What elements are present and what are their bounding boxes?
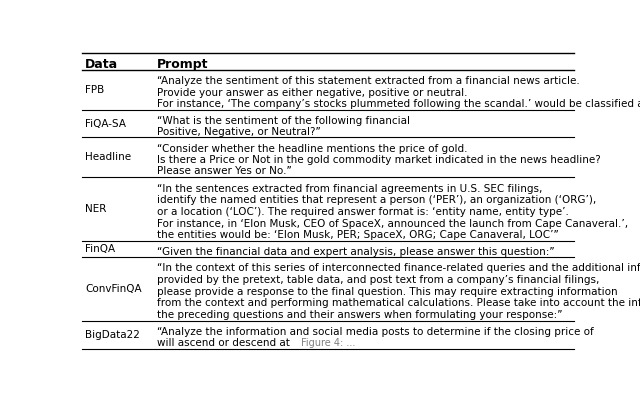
Text: “In the context of this series of interconnected finance-related queries and the: “In the context of this series of interc… [157, 263, 640, 273]
Text: For instance, ‘The company’s stocks plummeted following the scandal.’ would be c: For instance, ‘The company’s stocks plum… [157, 99, 640, 109]
Text: Please answer Yes or No.”: Please answer Yes or No.” [157, 166, 292, 176]
Text: NER: NER [85, 204, 106, 214]
Text: ConvFinQA: ConvFinQA [85, 284, 141, 294]
Text: BigData22: BigData22 [85, 330, 140, 340]
Text: “In the sentences extracted from financial agreements in U.S. SEC filings,: “In the sentences extracted from financi… [157, 184, 542, 194]
Text: the entities would be: ‘Elon Musk, PER; SpaceX, ORG; Cape Canaveral, LOC’”: the entities would be: ‘Elon Musk, PER; … [157, 230, 559, 240]
Text: For instance, in ‘Elon Musk, CEO of SpaceX, announced the launch from Cape Canav: For instance, in ‘Elon Musk, CEO of Spac… [157, 218, 628, 229]
Text: please provide a response to the final question. This may require extracting inf: please provide a response to the final q… [157, 286, 618, 297]
Text: or a location (‘LOC’). The required answer format is: ‘entity name, entity type’: or a location (‘LOC’). The required answ… [157, 207, 569, 217]
Text: FPB: FPB [85, 85, 104, 95]
Text: “Given the financial data and expert analysis, please answer this question:”: “Given the financial data and expert ana… [157, 247, 554, 257]
Text: provided by the pretext, table data, and post text from a company’s financial fi: provided by the pretext, table data, and… [157, 275, 599, 285]
Text: Prompt: Prompt [157, 58, 209, 71]
Text: Is there a Price or Not in the gold commodity market indicated in the news headl: Is there a Price or Not in the gold comm… [157, 155, 600, 165]
Text: Provide your answer as either negative, positive or neutral.: Provide your answer as either negative, … [157, 88, 467, 98]
Text: from the context and performing mathematical calculations. Please take into acco: from the context and performing mathemat… [157, 298, 640, 308]
Text: will ascend or descend at: will ascend or descend at [157, 338, 293, 348]
Text: identify the named entities that represent a person (‘PER’), an organization (‘O: identify the named entities that represe… [157, 195, 596, 205]
Text: the preceding questions and their answers when formulating your response:”: the preceding questions and their answer… [157, 310, 563, 320]
Text: Figure 4: ...: Figure 4: ... [301, 338, 355, 348]
Text: FiQA-SA: FiQA-SA [85, 118, 126, 129]
Text: Data: Data [85, 58, 118, 71]
Text: “Analyze the sentiment of this statement extracted from a financial news article: “Analyze the sentiment of this statement… [157, 76, 580, 87]
Text: Headline: Headline [85, 152, 131, 162]
Text: “Consider whether the headline mentions the price of gold.: “Consider whether the headline mentions … [157, 144, 467, 154]
Text: “Analyze the information and social media posts to determine if the closing pric: “Analyze the information and social medi… [157, 327, 597, 337]
Text: FinQA: FinQA [85, 244, 115, 254]
Text: Positive, Negative, or Neutral?”: Positive, Negative, or Neutral?” [157, 127, 321, 137]
Text: “What is the sentiment of the following financial: “What is the sentiment of the following … [157, 116, 413, 126]
